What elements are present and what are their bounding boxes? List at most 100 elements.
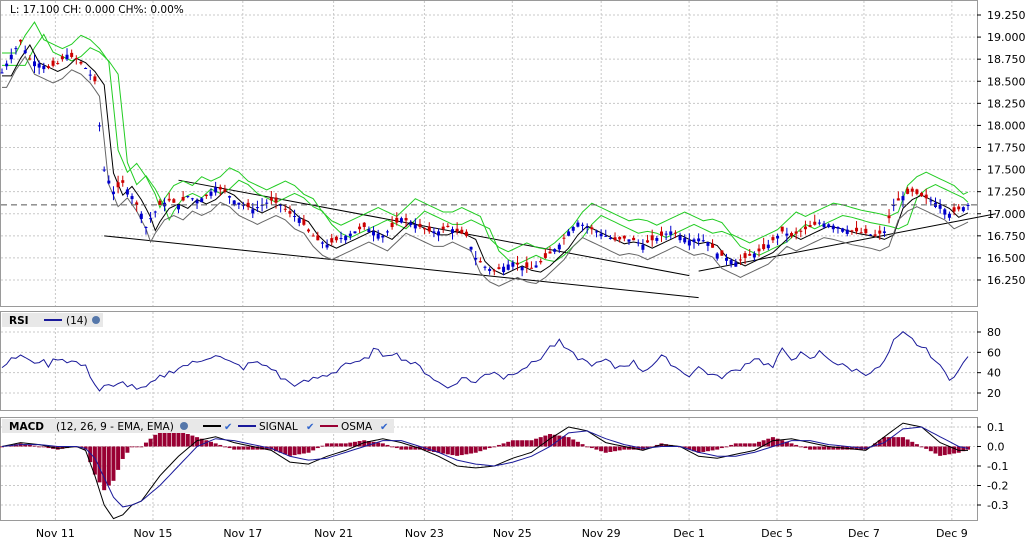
candle-body: [562, 237, 566, 239]
price-tick-label: 16.500: [987, 252, 1026, 265]
candle-body: [353, 231, 357, 234]
candle-body: [576, 222, 580, 227]
candle-body: [423, 228, 427, 230]
osma-bar: [887, 437, 892, 447]
rsi-tick-label: 80: [987, 326, 1001, 339]
osma-bar: [408, 446, 413, 450]
signal-check-icon[interactable]: ✔: [306, 422, 314, 433]
candle-body: [302, 219, 306, 225]
candle-body: [228, 196, 232, 198]
osma-bar: [483, 446, 487, 450]
rsi-legend-name: RSI: [9, 315, 29, 327]
candle-body: [794, 231, 798, 234]
candle-body: [93, 76, 97, 82]
candle-body: [404, 218, 408, 221]
x-tick-label: Nov 29: [582, 527, 621, 540]
candle-body: [924, 194, 928, 199]
x-tick-label: Dec 7: [848, 527, 880, 540]
price-tick-label: 18.250: [987, 97, 1026, 110]
osma-bar: [501, 443, 506, 447]
macd-tick-label: -0.2: [987, 480, 1008, 493]
candle-body: [817, 222, 821, 224]
osma-bar: [873, 443, 878, 447]
candle-body: [655, 238, 659, 241]
osma-bar: [357, 441, 362, 447]
osma-bar: [227, 446, 232, 449]
osma-bar: [891, 437, 896, 447]
rsi-tick-label: 60: [987, 346, 1001, 359]
candle-body: [251, 209, 255, 214]
osma-bar: [510, 440, 515, 447]
macd-pane[interactable]: MACD (12, 26, 9 - EMA, EMA) ✔ SIGNAL ✔ O…: [0, 417, 1008, 521]
x-tick-label: Dec 1: [673, 527, 705, 540]
candle-body: [887, 215, 891, 219]
osma-bar: [826, 446, 831, 450]
candle-body: [237, 202, 241, 205]
osma-bar: [589, 446, 594, 449]
osma-bar: [352, 441, 357, 447]
osma-bar: [956, 446, 961, 453]
osma-bar: [255, 446, 260, 450]
candle-body: [214, 187, 218, 193]
rsi-pane[interactable]: RSI (14) 80 60 40 20: [0, 311, 1002, 411]
candle-body: [608, 238, 612, 240]
osma-bar: [157, 430, 162, 447]
price-candles: [0, 39, 970, 277]
candle-body: [534, 265, 538, 268]
candle-body: [334, 236, 338, 241]
osma-bar: [97, 446, 102, 483]
macd-tick-label: -0.1: [987, 460, 1008, 473]
candle-body: [692, 239, 696, 243]
osma-bar: [636, 446, 641, 450]
osma-bar: [301, 446, 306, 454]
osma-bar: [139, 446, 144, 448]
x-axis: Nov 11 Nov 15 Nov 17 Nov 21 Nov 23 Nov 25 Nov …: [36, 527, 968, 540]
osma-bar: [376, 442, 381, 447]
price-bands: [2, 21, 969, 287]
osma-bar: [130, 446, 135, 448]
candle-body: [896, 198, 900, 201]
candle-body: [200, 198, 204, 203]
candle-body: [627, 239, 631, 242]
osma-bar: [329, 443, 334, 447]
osma-bar: [538, 437, 543, 447]
osma-bar: [385, 444, 390, 447]
osma-bars: [0, 430, 970, 491]
price-pane[interactable]: L: 17.100 CH: 0.000 CH%: 0.00% 19.25019.…: [0, 0, 1026, 307]
candle-body: [553, 249, 557, 252]
osma-legend-label: OSMA: [341, 421, 373, 433]
osma-bar: [557, 435, 562, 447]
osma-bar: [710, 446, 715, 451]
price-tick-label: 18.500: [987, 75, 1026, 88]
candle-body: [669, 231, 673, 235]
osma-bar: [896, 437, 901, 447]
osma-bar: [743, 443, 748, 447]
candle-body: [478, 261, 482, 263]
macd-settings-icon[interactable]: [180, 422, 188, 430]
osma-bar: [37, 446, 42, 448]
candle-body: [125, 189, 129, 195]
candle-body: [664, 233, 668, 235]
candle-body: [725, 257, 728, 261]
macd-check-icon[interactable]: ✔: [224, 422, 232, 433]
osma-bar: [236, 446, 241, 450]
osma-bar: [854, 446, 859, 450]
osma-check-icon[interactable]: ✔: [380, 422, 388, 433]
candle-body: [855, 227, 859, 232]
osma-bar: [162, 430, 167, 447]
osma-bar: [171, 430, 176, 447]
osma-bar: [241, 446, 246, 450]
osma-bar: [715, 446, 720, 450]
osma-bar: [733, 443, 738, 447]
rsi-settings-icon[interactable]: [92, 316, 100, 324]
candle-body: [279, 204, 283, 206]
candle-body: [195, 200, 199, 204]
candle-body: [395, 217, 399, 223]
osma-bar: [548, 434, 553, 447]
osma-bar: [924, 446, 929, 449]
candle-body: [892, 204, 896, 207]
osma-bar: [431, 446, 436, 452]
osma-bar: [204, 440, 209, 447]
osma-bar: [264, 446, 269, 450]
